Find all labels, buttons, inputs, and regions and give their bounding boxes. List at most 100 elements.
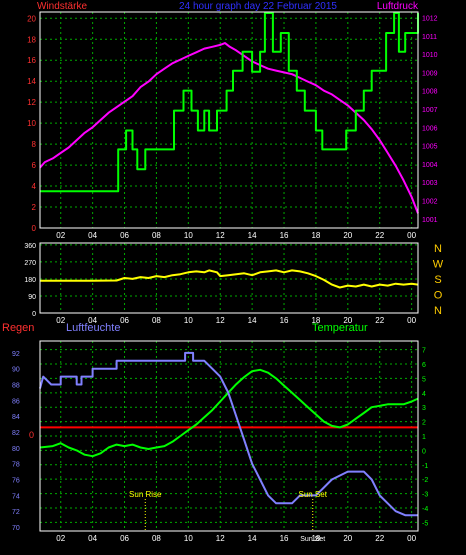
- sun-marker-label: Sun Set: [298, 490, 327, 499]
- pressure-y-tick-label: 1004: [422, 162, 438, 169]
- direction-y-tick-label: 360: [24, 243, 36, 250]
- pressure-y-tick-label: 1005: [422, 144, 438, 151]
- wind-x-tick-label: 18: [311, 231, 320, 240]
- pressure-y-tick-label: 1006: [422, 125, 438, 132]
- temperature-y-tick-label: -2: [422, 477, 428, 484]
- humidity-y-tick-label: 90: [12, 367, 20, 374]
- humtemp-x-tick-label: 02: [56, 534, 65, 543]
- humidity-y-tick-label: 74: [12, 493, 20, 500]
- direction-x-tick-label: 16: [280, 316, 289, 325]
- humtemp-x-tick-label: 16: [280, 534, 289, 543]
- wind-panel-frame: [39, 11, 419, 229]
- wind-x-tick-label: 04: [88, 231, 97, 240]
- compass-label: N: [434, 243, 442, 255]
- pressure-y-tick-label: 1011: [422, 34, 437, 41]
- wind-y-tick-label: 12: [27, 98, 36, 107]
- wind-x-tick-label: 16: [280, 231, 289, 240]
- direction-x-tick-label: 08: [152, 316, 161, 325]
- temperature-y-tick-label: -4: [422, 506, 428, 513]
- humidity-y-tick-label: 86: [12, 398, 20, 405]
- sun-marker-label: Sun Rise: [129, 490, 162, 499]
- direction-x-tick-label: 20: [343, 316, 352, 325]
- humidity-label: Luftfeuchte: [66, 322, 120, 334]
- direction-y-tick-label: 180: [24, 277, 36, 284]
- humtemp-panel-frame: [39, 340, 419, 532]
- humtemp-x-tick-label: 06: [120, 534, 129, 543]
- direction-y-tick-label: 0: [32, 311, 36, 318]
- direction-x-tick-label: 10: [184, 316, 193, 325]
- pressure-y-tick-label: 1003: [422, 180, 438, 187]
- pressure-y-tick-label: 1010: [422, 52, 438, 59]
- humtemp-x-tick-label: 08: [152, 534, 161, 543]
- temperature-label: Temperatur: [312, 322, 368, 334]
- temperature-y-tick-label: -1: [422, 463, 428, 470]
- humidity-y-tick-label: 84: [12, 414, 20, 421]
- direction-x-tick-label: 14: [248, 316, 257, 325]
- wind-y-tick-label: 6: [32, 161, 37, 170]
- compass-label: N: [434, 305, 442, 317]
- wind-y-tick-label: 10: [27, 119, 36, 128]
- temperature-y-tick-label: 3: [422, 405, 426, 412]
- temperature-y-tick-label: 1: [422, 434, 426, 441]
- temperature-y-tick-label: 7: [422, 348, 426, 355]
- chart-title: 24 hour graph day 22 Februar 2015: [179, 1, 337, 12]
- wind-x-tick-label: 00: [407, 231, 416, 240]
- pressure-y-tick-label: 1009: [422, 70, 438, 77]
- temperature-y-tick-label: -5: [422, 520, 428, 527]
- wind-y-tick-label: 16: [27, 56, 36, 65]
- direction-x-tick-label: 12: [216, 316, 225, 325]
- sunset-axis-label: Sun Set: [300, 536, 325, 543]
- compass-label: S: [434, 274, 441, 286]
- wind-x-tick-label: 02: [56, 231, 65, 240]
- direction-x-tick-label: 04: [88, 316, 97, 325]
- pressure-y-tick-label: 1012: [422, 15, 438, 22]
- humtemp-x-tick-label: 18: [311, 534, 320, 543]
- humidity-y-tick-label: 88: [12, 383, 20, 390]
- humidity-y-tick-label: 92: [12, 351, 20, 358]
- temperature-y-tick-label: 4: [422, 391, 426, 398]
- direction-x-tick-label: 22: [375, 316, 384, 325]
- humidity-y-tick-label: 70: [12, 525, 20, 532]
- wind-x-tick-label: 22: [375, 231, 384, 240]
- humtemp-x-tick-label: 00: [407, 534, 416, 543]
- temperature-line: [39, 368, 419, 458]
- direction-x-tick-label: 06: [120, 316, 129, 325]
- compass-label: O: [434, 290, 443, 302]
- humidity-y-tick-label: 72: [12, 509, 20, 516]
- wind-y-tick-label: 4: [32, 182, 37, 191]
- pressure-y-tick-label: 1001: [422, 217, 438, 224]
- direction-panel-frame: [39, 242, 419, 314]
- humidity-y-tick-label: 80: [12, 446, 20, 453]
- wind-axis-label: Windstärke: [37, 1, 87, 12]
- temperature-y-tick-label: 2: [422, 420, 426, 427]
- temperature-y-tick-label: -3: [422, 492, 428, 499]
- panels: 0246810121416182010011002100310041005100…: [12, 11, 444, 543]
- wind-x-tick-label: 10: [184, 231, 193, 240]
- wind-y-tick-label: 0: [32, 224, 37, 233]
- humtemp-x-tick-label: 12: [216, 534, 225, 543]
- pressure-y-tick-label: 1002: [422, 199, 438, 206]
- wind-x-tick-label: 06: [120, 231, 129, 240]
- humtemp-x-tick-label: 04: [88, 534, 97, 543]
- wind-x-tick-label: 20: [343, 231, 352, 240]
- humidity-line: [39, 351, 418, 517]
- wind-x-tick-label: 08: [152, 231, 161, 240]
- temperature-y-tick-label: 0: [422, 448, 426, 455]
- wind-y-tick-label: 14: [27, 77, 36, 86]
- rain-zero-label: 0: [29, 430, 34, 440]
- compass-label: W: [433, 259, 444, 271]
- direction-x-tick-label: 02: [56, 316, 65, 325]
- wind-y-tick-label: 2: [32, 203, 37, 212]
- wind-x-tick-label: 12: [216, 231, 225, 240]
- humtemp-x-tick-label: 22: [375, 534, 384, 543]
- wind-line: [40, 12, 419, 193]
- humidity-y-tick-label: 82: [12, 430, 20, 437]
- temperature-y-tick-label: 5: [422, 376, 426, 383]
- wind-y-tick-label: 8: [32, 140, 37, 149]
- direction-y-tick-label: 270: [24, 260, 36, 267]
- direction-y-tick-label: 90: [28, 294, 36, 301]
- humidity-y-tick-label: 76: [12, 478, 20, 485]
- wind-y-tick-label: 18: [27, 35, 36, 44]
- pressure-axis-label: Luftdruck: [377, 1, 419, 12]
